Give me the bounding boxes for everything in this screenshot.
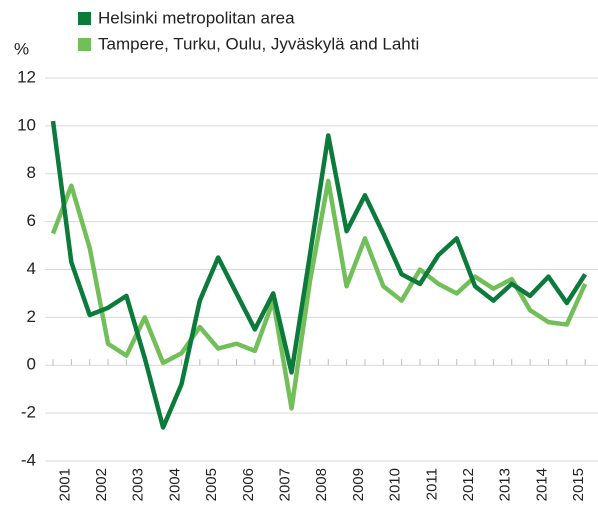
y-tick-label: -4: [21, 450, 36, 469]
legend-label: Tampere, Turku, Oulu, Jyväskylä and Laht…: [98, 34, 419, 53]
y-tick-label: 2: [27, 307, 36, 326]
x-tick-label: 2008: [313, 468, 330, 501]
y-tick-label: 0: [27, 355, 36, 374]
x-tick-label: 2015: [570, 468, 587, 501]
y-tick-label: 10: [17, 115, 36, 134]
y-tick-label: 12: [17, 67, 36, 86]
x-tick-label: 2010: [387, 468, 404, 501]
x-tick-label: 2012: [460, 468, 477, 501]
x-tick-label: 2009: [350, 468, 367, 501]
y-tick-label: 4: [27, 259, 36, 278]
x-tick-label: 2007: [277, 468, 294, 501]
x-tick-label: 2014: [533, 468, 550, 501]
x-tick-label: 2003: [130, 468, 147, 501]
legend-swatch: [78, 38, 91, 51]
series-line: [50, 120, 588, 430]
legend-label: Helsinki metropolitan area: [98, 8, 295, 27]
x-tick-label: 2005: [203, 468, 220, 501]
y-tick-label: 8: [27, 163, 36, 182]
y-tick-label: -2: [21, 403, 36, 422]
x-tick-label: 2001: [56, 468, 73, 501]
x-tick-label: 2006: [240, 468, 257, 501]
series-line: [50, 178, 588, 411]
x-tick-label: 2002: [93, 468, 110, 501]
x-tick-label: 2004: [166, 468, 183, 501]
legend-swatch: [78, 12, 91, 25]
y-tick-label: 6: [27, 211, 36, 230]
x-tick-label: 2011: [423, 468, 440, 500]
y-axis-label: %: [14, 39, 29, 58]
x-tick-label: 2013: [497, 468, 514, 501]
